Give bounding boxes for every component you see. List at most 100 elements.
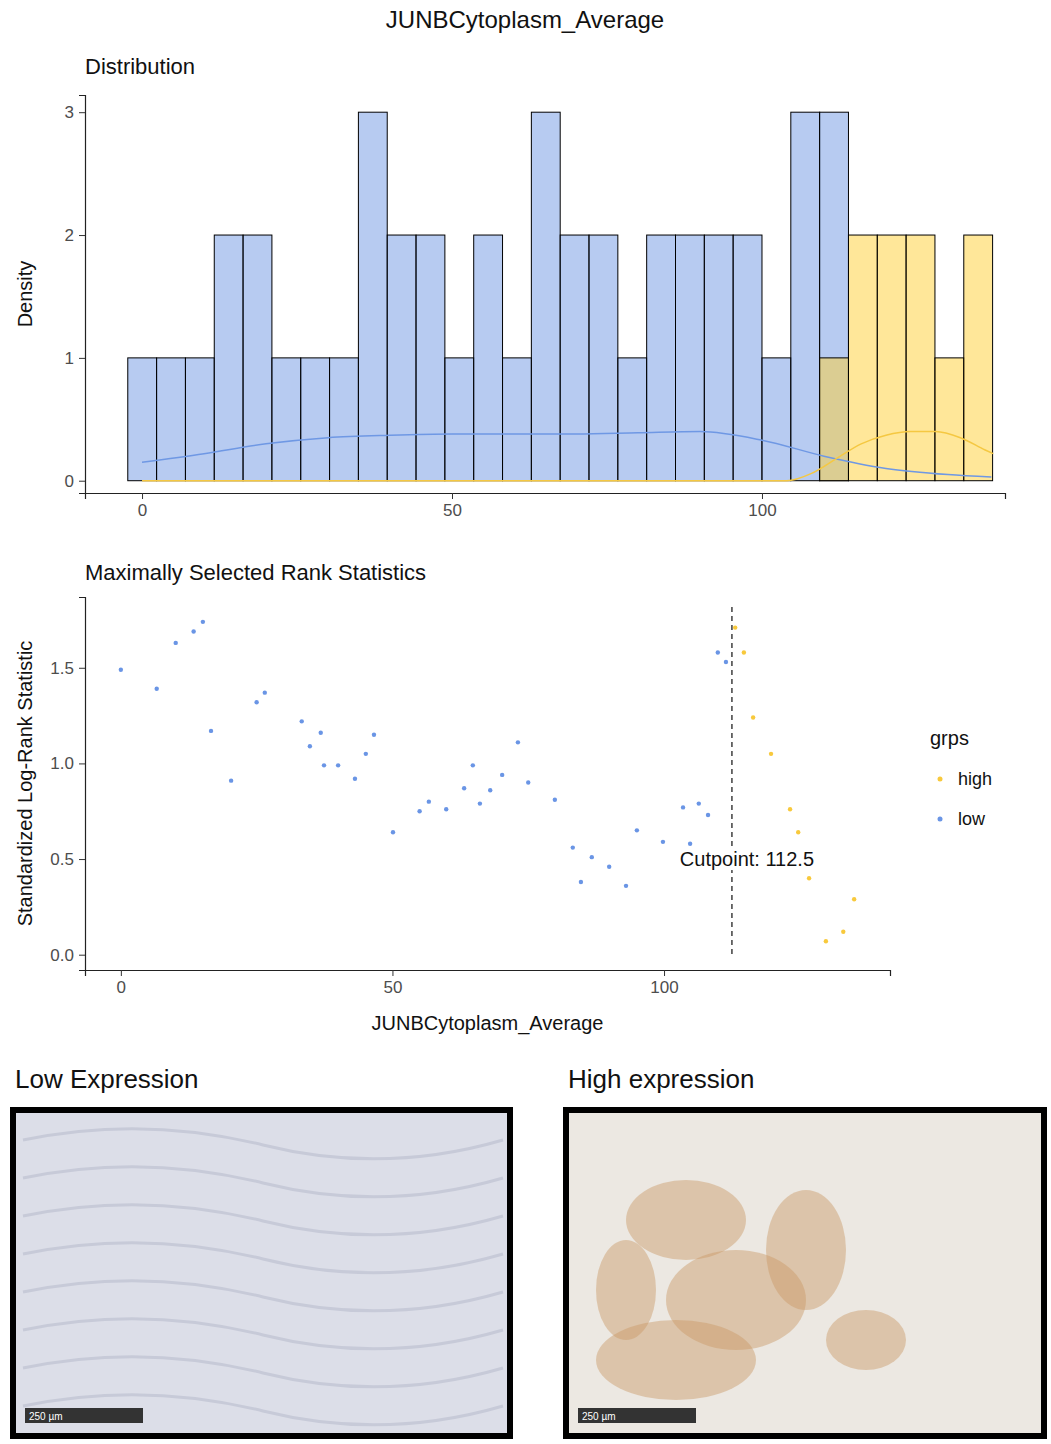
point: [553, 798, 557, 802]
legend-title: grps: [930, 727, 969, 749]
micrograph-frame: [13, 1110, 510, 1436]
histogram-bar: [618, 358, 647, 481]
y-axis: 0123: [65, 96, 86, 494]
tissue-texture: [23, 1205, 503, 1235]
stain-region: [626, 1180, 746, 1260]
tick-label: 0.5: [50, 850, 74, 869]
histogram-bar: [445, 358, 474, 481]
point: [353, 777, 357, 781]
tick-label: 0.0: [50, 946, 74, 965]
tick-mark: [79, 668, 85, 669]
point: [427, 799, 431, 803]
tick: 0.5: [50, 850, 85, 869]
point: [706, 813, 710, 817]
tick: 50: [443, 493, 462, 520]
tick: 0: [138, 493, 147, 520]
point: [688, 842, 692, 846]
point: [201, 620, 205, 624]
point: [724, 660, 728, 664]
tissue-texture: [23, 1395, 503, 1425]
panel-title: Distribution: [85, 54, 195, 79]
tick: 50: [383, 970, 402, 997]
tick-label: 0: [138, 501, 147, 520]
point: [807, 876, 811, 880]
point: [526, 780, 530, 784]
tick-mark: [452, 493, 453, 499]
point: [308, 744, 312, 748]
histogram-bar: [791, 112, 820, 481]
point: [796, 830, 800, 834]
tick-mark: [121, 970, 122, 976]
point: [391, 830, 395, 834]
tissue-texture: [23, 1129, 503, 1159]
tick-mark: [142, 493, 143, 499]
x-axis-line: [86, 971, 891, 977]
point: [488, 788, 492, 792]
plot-area: [119, 607, 857, 958]
tick-label: 50: [383, 978, 402, 997]
histogram-bar: [214, 235, 243, 481]
plot-area: [128, 112, 993, 481]
tick: 3: [65, 103, 85, 122]
point: [769, 752, 773, 756]
histogram-bar: [589, 235, 618, 481]
legend: grpshighlow: [930, 727, 992, 829]
point: [319, 731, 323, 735]
point: [229, 778, 233, 782]
histogram-bar: [935, 358, 964, 481]
tick: 100: [650, 970, 678, 997]
point: [155, 687, 159, 691]
point: [478, 801, 482, 805]
micrograph-background: [13, 1110, 510, 1436]
tick-mark: [79, 481, 85, 482]
histogram-bar: [301, 358, 330, 481]
figure-title: JUNBCytoplasm_Average: [386, 6, 664, 33]
point: [579, 880, 583, 884]
annotation-background: [678, 848, 816, 870]
tick-label: 100: [748, 501, 776, 520]
histogram-bar: [733, 235, 762, 481]
panel-title: Maximally Selected Rank Statistics: [85, 560, 426, 585]
stain-region: [596, 1240, 656, 1340]
tick-label: 1.0: [50, 754, 74, 773]
tick: 100: [748, 493, 776, 520]
histogram-bar: [791, 480, 820, 481]
tick-mark: [79, 358, 85, 359]
histogram-bar: [820, 112, 849, 481]
tick-label: 3: [65, 103, 74, 122]
point: [516, 740, 520, 744]
histogram-bar: [416, 235, 445, 481]
point: [697, 801, 701, 805]
histogram-bar: [877, 235, 906, 481]
scale-bar-label: 250 µm: [582, 1411, 616, 1422]
scale-bar-label: 250 µm: [29, 1411, 63, 1422]
point: [824, 939, 828, 943]
x-axis: 050100: [86, 970, 891, 997]
tissue-texture: [23, 1319, 503, 1349]
point: [716, 650, 720, 654]
histogram-bar: [820, 358, 849, 481]
point: [841, 930, 845, 934]
histogram-bar: [647, 235, 676, 481]
point: [191, 629, 195, 633]
point: [607, 865, 611, 869]
point: [336, 763, 340, 767]
density-curve: [142, 432, 993, 481]
y-axis-line: [79, 96, 86, 494]
tick-mark: [392, 970, 393, 976]
legend-swatch: [938, 777, 943, 782]
tick: 1: [65, 349, 85, 368]
micrograph-frame: [566, 1110, 1044, 1436]
point: [635, 828, 639, 832]
tick-label: 0: [65, 472, 74, 491]
scale-bar: [578, 1408, 696, 1423]
density-curve: [142, 432, 991, 477]
point: [788, 807, 792, 811]
point: [661, 840, 665, 844]
tick: 1.5: [50, 659, 85, 678]
point: [590, 855, 594, 859]
image-caption: High expression: [568, 1064, 754, 1094]
histogram-bar: [675, 235, 704, 481]
tick-mark: [79, 955, 85, 956]
stain-region: [766, 1190, 846, 1310]
